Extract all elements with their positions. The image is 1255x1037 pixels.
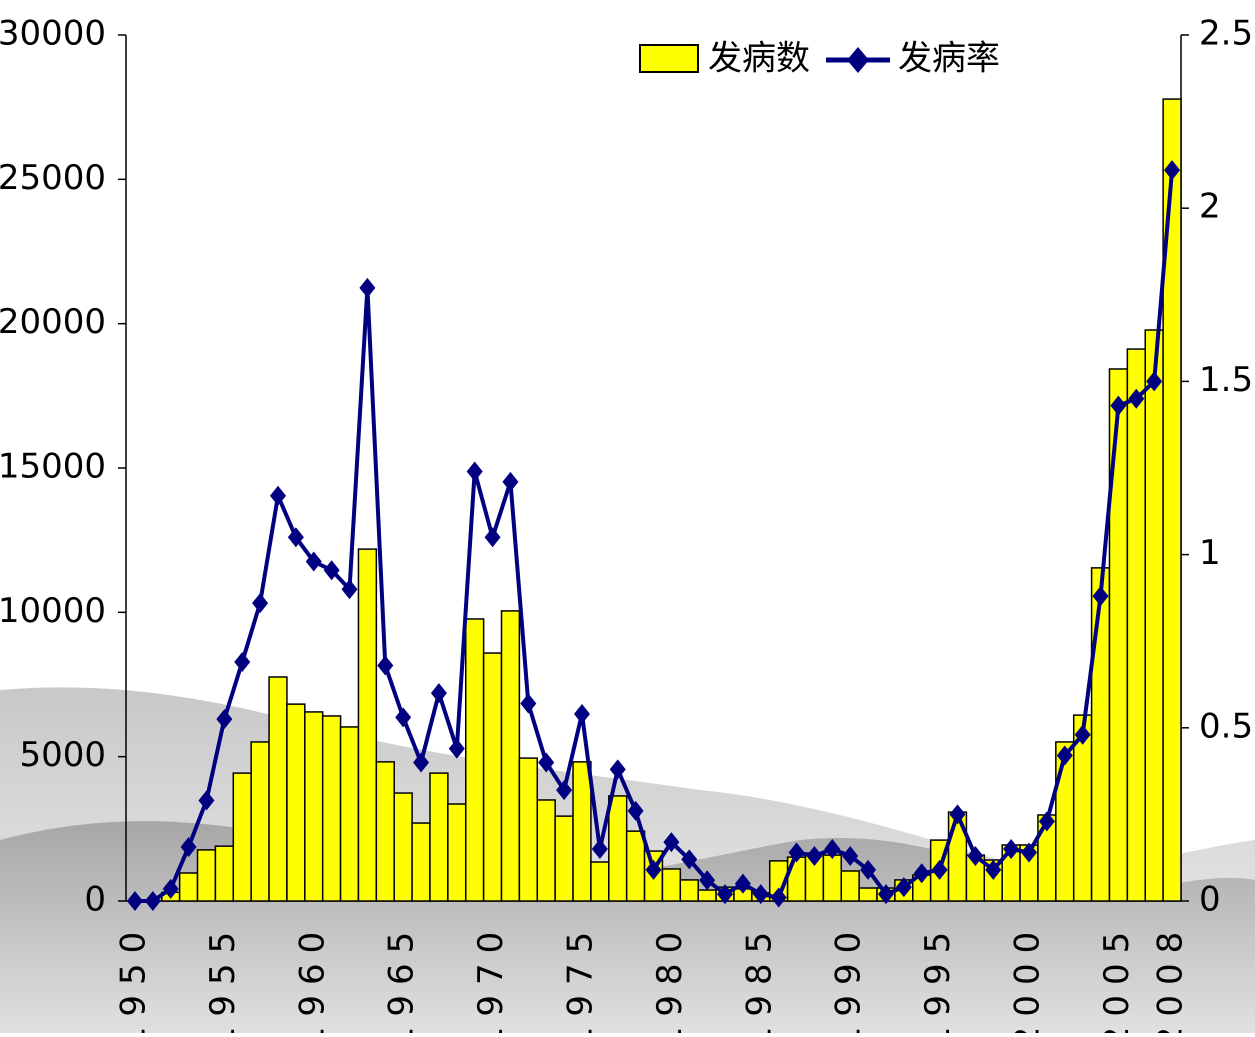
marker — [252, 593, 268, 613]
x-tick-label: 2008 — [1151, 922, 1191, 1033]
x-tick-label: 1955 — [203, 922, 243, 1033]
y-tick-label: 5000 — [19, 735, 106, 775]
legend-swatch — [640, 45, 698, 72]
bar — [591, 862, 609, 901]
bar — [859, 888, 877, 901]
marker — [431, 683, 447, 703]
bar — [269, 677, 287, 901]
bar — [1163, 99, 1181, 901]
marker — [610, 759, 626, 779]
bar — [287, 704, 305, 901]
bar — [448, 804, 466, 901]
y2-tick-label: 2.5 — [1199, 14, 1253, 54]
x-tick-label: 1965 — [382, 922, 422, 1033]
y2-tick-label: 2 — [1199, 187, 1221, 227]
bar — [484, 653, 502, 901]
y-tick-label: 25000 — [0, 158, 106, 198]
x-tick-label: 1990 — [829, 922, 869, 1033]
x-tick-label: 1950 — [113, 922, 153, 1033]
bar — [502, 611, 520, 901]
x-tick-label: 1970 — [471, 922, 511, 1033]
marker — [467, 461, 483, 481]
y-tick-label: 0 — [84, 880, 106, 920]
bar — [1056, 742, 1074, 901]
marker — [270, 486, 286, 506]
bar — [573, 762, 591, 901]
bar — [662, 869, 680, 901]
bar — [1109, 369, 1127, 901]
x-tick-label: 1980 — [650, 922, 690, 1033]
bar — [609, 796, 627, 901]
x-tick-label: 2005 — [1097, 922, 1137, 1033]
x-tick-label: 1975 — [560, 922, 600, 1033]
legend-label: 发病率 — [898, 39, 1000, 79]
bar — [823, 855, 841, 901]
bar — [251, 742, 269, 901]
y-tick-label: 30000 — [0, 14, 106, 54]
bar — [680, 880, 698, 901]
marker — [395, 707, 411, 727]
bar — [341, 727, 359, 901]
bar — [555, 816, 573, 901]
legend-marker — [847, 47, 869, 73]
y2-tick-label: 0 — [1199, 880, 1221, 920]
bar — [1127, 349, 1145, 901]
y2-tick-label: 1.5 — [1199, 360, 1253, 400]
bar — [698, 890, 716, 901]
bar — [305, 712, 323, 901]
marker — [234, 652, 250, 672]
y-tick-label: 10000 — [0, 591, 106, 631]
marker — [502, 472, 518, 492]
bar — [537, 800, 555, 901]
bar — [412, 823, 430, 901]
chart: 发病数 发病率 0 5000 10000 15000 20000 25000 30000 0 0… — [0, 0, 1255, 1033]
legend-label: 发病数 — [708, 39, 810, 79]
bar — [376, 762, 394, 901]
marker — [377, 655, 393, 675]
x-tick-label: 1985 — [739, 922, 779, 1033]
bar — [841, 871, 859, 901]
bar — [430, 773, 448, 901]
marker — [485, 527, 501, 547]
bar — [358, 549, 376, 901]
x-tick-label: 2000 — [1008, 922, 1048, 1033]
y2-tick-label: 1 — [1199, 533, 1221, 573]
bar — [627, 831, 645, 901]
bar — [180, 873, 198, 901]
bar — [1145, 330, 1163, 901]
x-tick-label: 1960 — [292, 922, 332, 1033]
marker — [574, 704, 590, 724]
bar — [519, 758, 537, 901]
marker — [520, 694, 536, 714]
bar — [1092, 568, 1110, 901]
bar — [233, 773, 251, 901]
x-tick-label: 1995 — [918, 922, 958, 1033]
y-tick-label: 15000 — [0, 447, 106, 487]
bar — [466, 619, 484, 901]
legend: 发病数 发病率 — [640, 39, 1000, 79]
marker — [359, 278, 375, 298]
y-tick-label: 20000 — [0, 302, 106, 342]
bar — [323, 716, 341, 901]
y2-tick-label: 0.5 — [1199, 706, 1253, 746]
bar — [198, 850, 216, 901]
bar — [215, 846, 233, 901]
bar — [394, 793, 412, 901]
